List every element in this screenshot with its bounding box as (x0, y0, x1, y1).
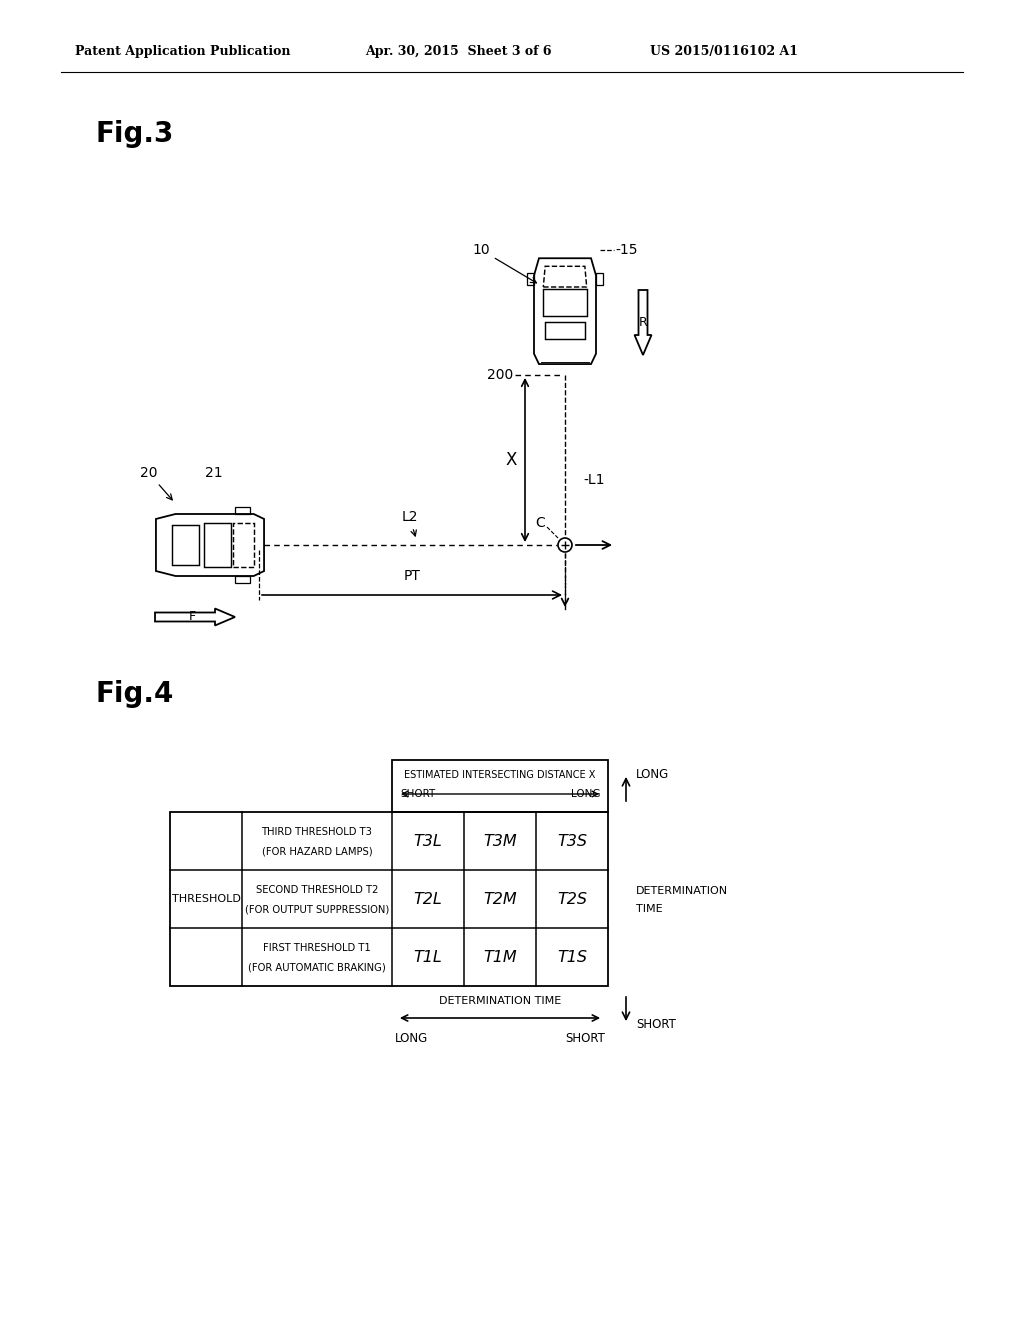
Text: Patent Application Publication: Patent Application Publication (75, 45, 291, 58)
Text: T1L: T1L (414, 949, 442, 965)
Text: T1S: T1S (557, 949, 587, 965)
Text: T3M: T3M (483, 833, 517, 849)
Polygon shape (635, 290, 651, 355)
Bar (170, 812, 608, 986)
Text: 21: 21 (205, 466, 222, 480)
Text: PT: PT (403, 569, 421, 583)
Text: -15: -15 (615, 243, 638, 257)
Bar (392, 760, 608, 812)
Text: FIRST THRESHOLD T1: FIRST THRESHOLD T1 (263, 942, 371, 953)
Text: DETERMINATION TIME: DETERMINATION TIME (439, 997, 561, 1006)
Text: THIRD THRESHOLD T3: THIRD THRESHOLD T3 (261, 828, 373, 837)
Text: DETERMINATION: DETERMINATION (636, 886, 728, 896)
Text: TIME: TIME (636, 904, 663, 913)
Text: 10: 10 (472, 243, 537, 282)
Text: Apr. 30, 2015  Sheet 3 of 6: Apr. 30, 2015 Sheet 3 of 6 (365, 45, 552, 58)
Text: US 2015/0116102 A1: US 2015/0116102 A1 (650, 45, 798, 58)
Text: X: X (506, 451, 517, 469)
Text: T2L: T2L (414, 891, 442, 907)
Text: R: R (639, 315, 647, 329)
Text: T3L: T3L (414, 833, 442, 849)
Text: LONG: LONG (570, 789, 600, 799)
Text: 200: 200 (486, 368, 513, 381)
Text: (FOR AUTOMATIC BRAKING): (FOR AUTOMATIC BRAKING) (248, 962, 386, 972)
Text: T3S: T3S (557, 833, 587, 849)
Text: LONG: LONG (636, 767, 670, 780)
Text: Fig.4: Fig.4 (95, 680, 173, 708)
Text: T2M: T2M (483, 891, 517, 907)
Text: SHORT: SHORT (636, 1018, 676, 1031)
Text: SHORT: SHORT (400, 789, 435, 799)
Text: (FOR HAZARD LAMPS): (FOR HAZARD LAMPS) (262, 846, 373, 855)
Text: -L1: -L1 (583, 473, 604, 487)
Text: T1M: T1M (483, 949, 517, 965)
Text: F: F (188, 610, 196, 623)
Text: (FOR OUTPUT SUPPRESSION): (FOR OUTPUT SUPPRESSION) (245, 904, 389, 913)
Text: Fig.3: Fig.3 (95, 120, 173, 148)
Text: 20: 20 (140, 466, 172, 500)
Text: THRESHOLD: THRESHOLD (172, 894, 241, 904)
Text: ESTIMATED INTERSECTING DISTANCE X: ESTIMATED INTERSECTING DISTANCE X (404, 770, 596, 780)
Text: L2: L2 (401, 510, 418, 524)
Polygon shape (155, 609, 234, 626)
Text: SECOND THRESHOLD T2: SECOND THRESHOLD T2 (256, 884, 378, 895)
Text: LONG: LONG (395, 1032, 428, 1045)
Text: C: C (536, 516, 545, 531)
Text: T2S: T2S (557, 891, 587, 907)
Text: SHORT: SHORT (565, 1032, 605, 1045)
